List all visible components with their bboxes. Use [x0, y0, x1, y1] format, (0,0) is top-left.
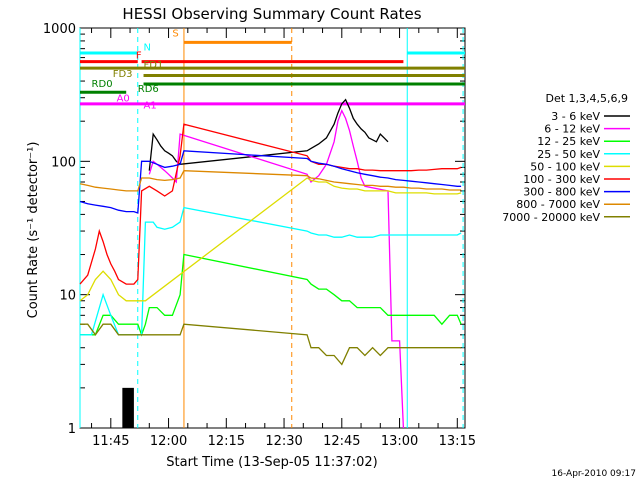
y-tick-label: 100 — [51, 155, 76, 170]
legend-label: 50 - 100 keV — [530, 160, 600, 173]
x-tick-label: 13:00 — [381, 434, 418, 449]
series-line — [79, 177, 462, 302]
flag-label: A0 — [117, 94, 130, 105]
flag-label: RD6 — [138, 84, 159, 95]
legend-label: 100 - 300 keV — [523, 173, 600, 186]
x-tick-label: 13:15 — [439, 434, 476, 449]
flag-label: FD3 — [113, 69, 133, 80]
flag-label: A1 — [144, 100, 157, 111]
series-line — [80, 253, 462, 337]
flag-label: FD1 — [144, 60, 164, 71]
x-axis-label: Start Time (13-Sep-05 11:37:02) — [166, 455, 377, 470]
legend-label: 6 - 12 keV — [544, 123, 600, 136]
x-tick-label: 12:15 — [208, 434, 245, 449]
legend-label: 3 - 6 keV — [551, 110, 600, 123]
series-line — [80, 323, 462, 366]
flag-label: N — [144, 42, 151, 53]
plot-area: 1 10 100 1000 11:45 12:00 12:15 12:30 12:45 13:00… — [43, 22, 476, 449]
flag-label: S — [172, 29, 178, 40]
legend-label: 300 - 800 keV — [523, 186, 600, 199]
legend-label: 25 - 50 keV — [537, 148, 600, 161]
legend-label: 12 - 25 keV — [537, 135, 600, 148]
series-line — [79, 150, 462, 214]
flag-label: RD0 — [92, 79, 113, 90]
flag-label: F — [136, 51, 142, 62]
x-tick-label: 11:45 — [92, 434, 129, 449]
x-tick-label: 12:30 — [265, 434, 302, 449]
series-line — [79, 170, 462, 192]
x-tick-label: 12:00 — [150, 434, 187, 449]
legend-title: Det 1,3,4,5,6,9 — [545, 92, 628, 105]
series-line — [79, 123, 462, 285]
y-tick-label: 10 — [59, 289, 76, 304]
x-tick-label: 12:45 — [323, 434, 360, 449]
legend-label: 800 - 7000 keV — [516, 198, 600, 211]
footer-timestamp: 16-Apr-2010 09:17 — [552, 469, 636, 479]
y-tick-label: 1000 — [43, 22, 76, 37]
chart-title: HESSI Observing Summary Count Rates — [122, 5, 421, 23]
y-tick-label: 1 — [68, 422, 76, 437]
y-axis-label: Count Rate (s⁻¹ detector⁻¹) — [26, 142, 41, 319]
series-line — [148, 108, 405, 429]
legend-label: 7000 - 20000 keV — [502, 211, 600, 224]
series-line — [148, 98, 389, 171]
attenuator-block — [122, 387, 134, 428]
